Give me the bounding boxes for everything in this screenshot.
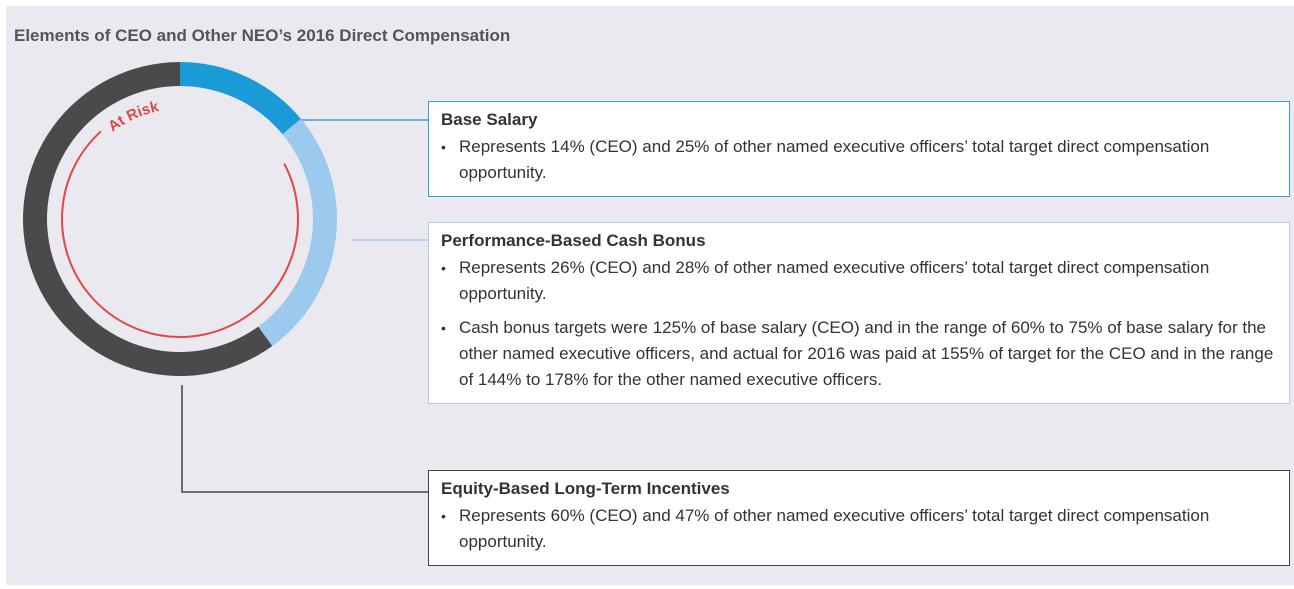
box-heading: Base Salary (441, 110, 538, 129)
connector (181, 385, 428, 493)
bullet-text: Represents 26% (CEO) and 28% of other na… (441, 255, 1274, 307)
legend-box: Performance-Based Cash Bonus Represents 2… (428, 222, 1290, 404)
legend-box: Base Salary Represents 14% (CEO) and 25% … (428, 101, 1290, 197)
donut-segment (258, 118, 337, 347)
bullet-text: Cash bonus targets were 125% of base sal… (441, 315, 1274, 393)
legend-box: Equity-Based Long-Term Incentives Represe… (428, 470, 1290, 566)
box-heading: Equity-Based Long-Term Incentives (441, 479, 730, 498)
box-heading: Performance-Based Cash Bonus (441, 231, 706, 250)
donut-segment (22, 61, 273, 376)
bullet-text: Represents 14% (CEO) and 25% of other na… (441, 134, 1274, 186)
bullet-text: Represents 60% (CEO) and 47% of other na… (441, 503, 1274, 555)
at-risk-arc (61, 130, 299, 338)
chart-title: Elements of CEO and Other NEO’s 2016 Dir… (14, 26, 511, 45)
donut-segment (180, 62, 301, 135)
